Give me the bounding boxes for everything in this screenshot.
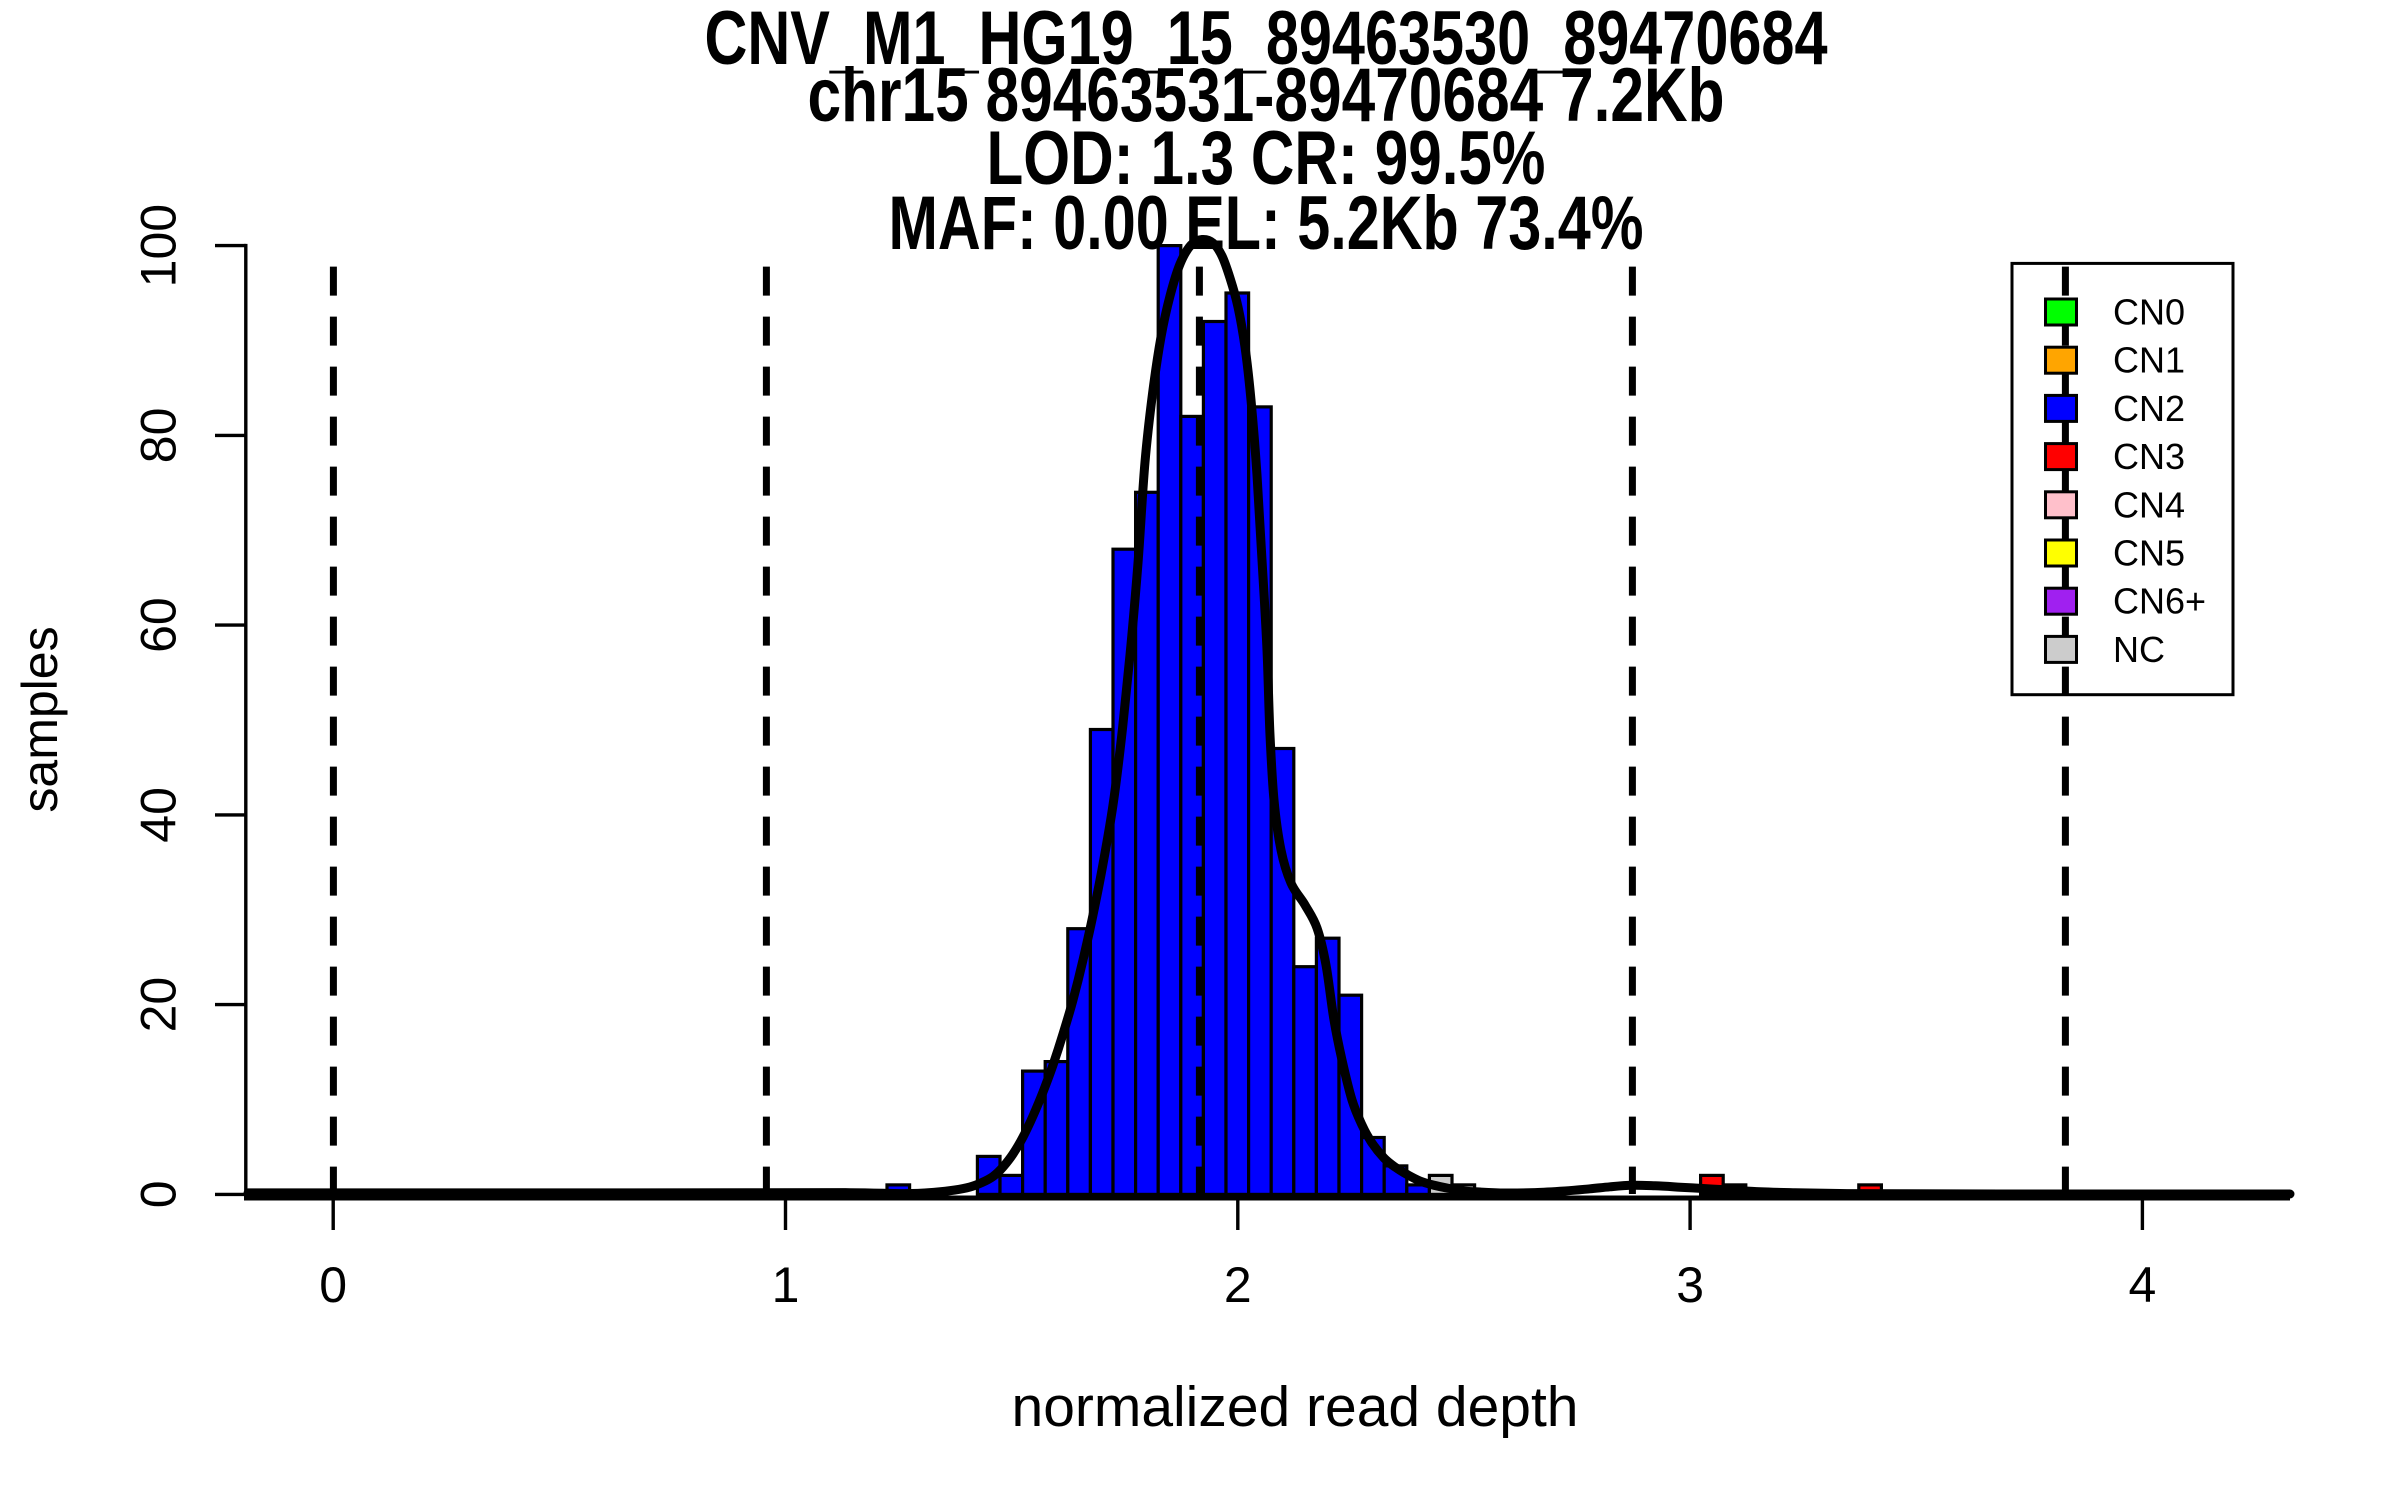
svg-text:CN3: CN3 <box>2113 436 2185 477</box>
svg-text:chr15 89463531-89470684 7.2Kb: chr15 89463531-89470684 7.2Kb <box>808 53 1725 138</box>
svg-text:normalized read depth: normalized read depth <box>1012 1375 1579 1439</box>
svg-text:0: 0 <box>131 1180 187 1208</box>
svg-text:0: 0 <box>319 1257 347 1313</box>
svg-text:CN5: CN5 <box>2113 533 2185 574</box>
svg-text:CN1: CN1 <box>2113 340 2185 381</box>
svg-text:LOD: 1.3 CR: 99.5%: LOD: 1.3 CR: 99.5% <box>987 116 1546 201</box>
svg-text:1: 1 <box>772 1257 800 1313</box>
svg-text:2: 2 <box>1224 1257 1252 1313</box>
svg-text:80: 80 <box>131 408 187 464</box>
svg-text:CN2: CN2 <box>2113 388 2185 429</box>
svg-text:3: 3 <box>1676 1257 1704 1313</box>
svg-text:MAF: 0.00 EL: 5.2Kb 73.4%: MAF: 0.00 EL: 5.2Kb 73.4% <box>889 181 1644 266</box>
svg-text:60: 60 <box>131 597 187 653</box>
svg-text:samples: samples <box>12 626 68 812</box>
svg-text:40: 40 <box>131 787 187 843</box>
svg-text:CN6+: CN6+ <box>2113 581 2206 622</box>
svg-text:4: 4 <box>2128 1257 2156 1313</box>
svg-text:CN4: CN4 <box>2113 484 2185 525</box>
svg-text:NC: NC <box>2113 629 2165 670</box>
svg-text:CN0: CN0 <box>2113 292 2185 333</box>
svg-text:20: 20 <box>131 977 187 1033</box>
svg-text:CNV_M1_HG19_15_89463530_894706: CNV_M1_HG19_15_89463530_89470684 <box>705 0 1828 81</box>
svg-text:100: 100 <box>131 204 187 287</box>
